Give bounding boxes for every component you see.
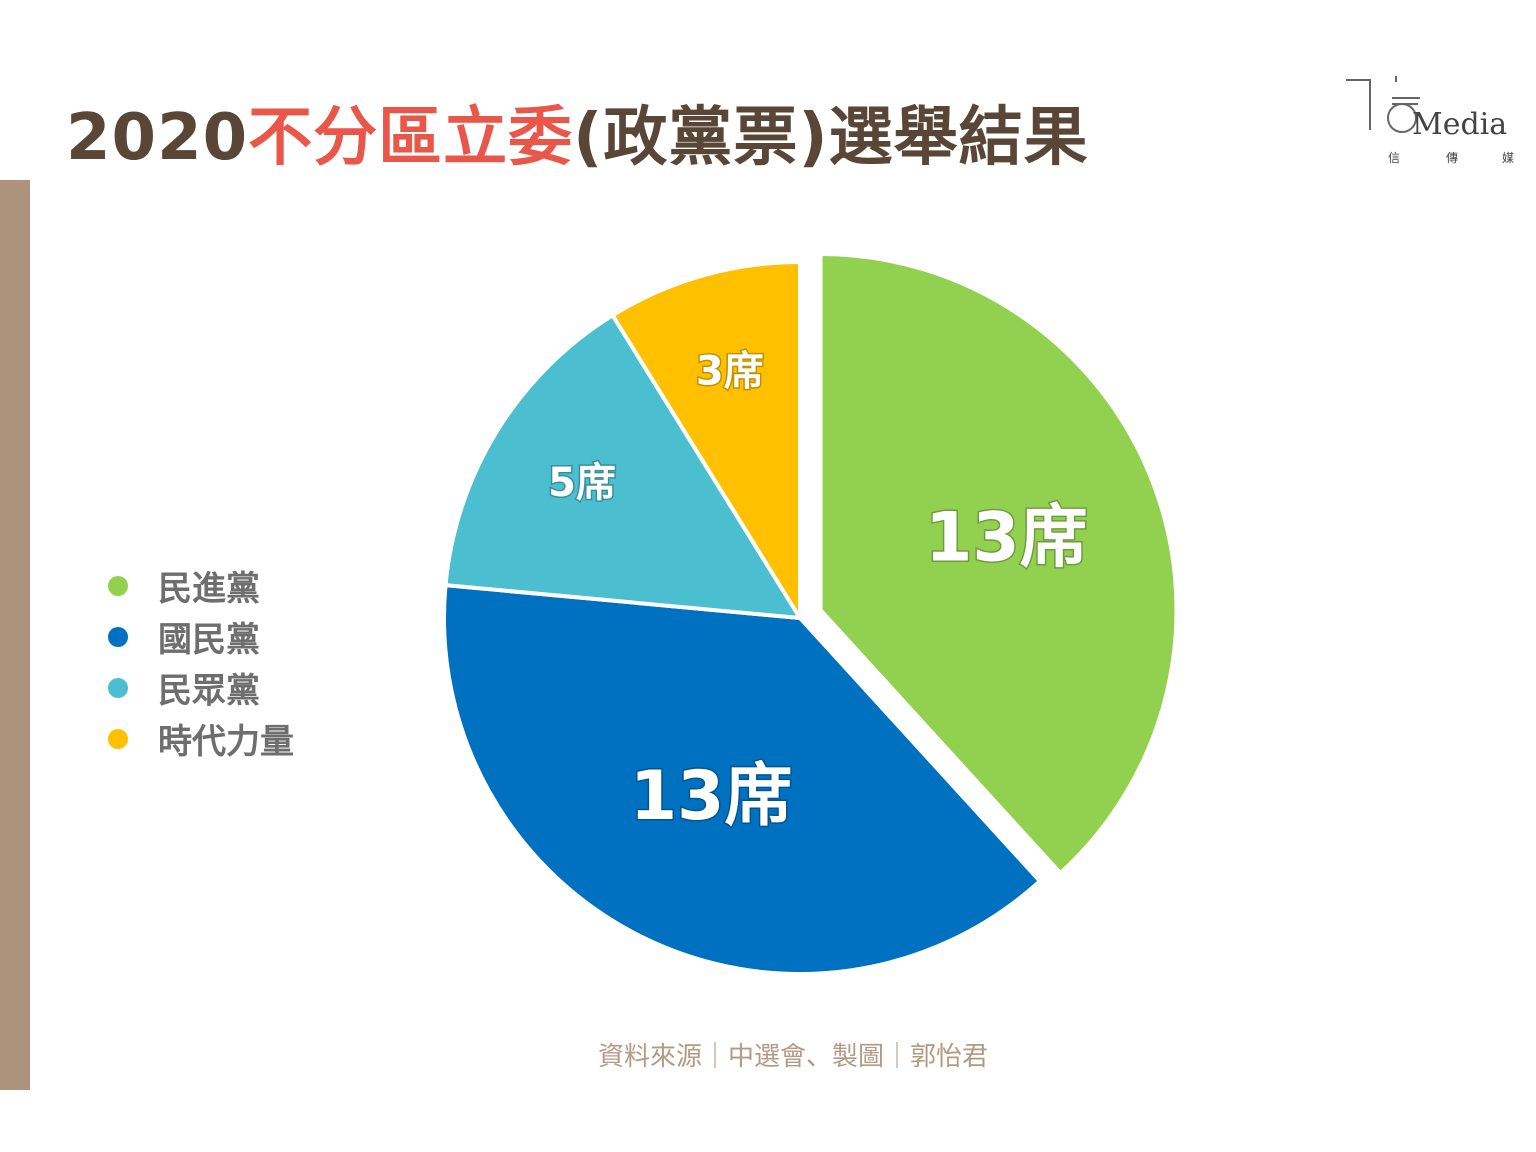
logo-sub-1: 信 [1388,151,1400,165]
legend-dot [108,728,128,749]
chart-title: 2020不分區立委(政黨票)選舉結果 [66,86,1089,178]
legend-item: 民進黨 [108,560,294,611]
logo-sub-2: 傳 [1446,151,1458,165]
legend-label: 時代力量 [158,722,294,762]
slice-data-label: 5席 [548,460,616,506]
legend-label: 國民黨 [158,620,260,660]
pie-slice [610,260,802,620]
title-highlight: 不分區立委 [248,101,574,175]
left-accent-bar [0,180,30,1090]
legend-dot [108,575,128,596]
logo-sub-3: 媒 [1502,151,1514,165]
legend-item: 時代力量 [108,713,294,764]
pie-slice [818,252,1179,876]
slice-data-label: 3席 [696,348,764,394]
source-note: 資料來源｜中選會、製圖｜郭怡君 [598,1042,989,1072]
pie-slice [442,583,1042,977]
media-logo: Media 信 傳 媒 [1346,76,1514,165]
title-rest: (政黨票)選舉結果 [573,101,1089,175]
legend-label: 民眾黨 [158,671,260,711]
logo-text: Media [1412,107,1507,142]
legend-item: 國民黨 [108,611,294,662]
slice-data-label: 13席 [925,499,1088,578]
legend-label: 民進黨 [158,569,260,609]
pie-slice [443,313,802,620]
legend-dot [108,677,128,698]
slice-data-label: 13席 [630,757,793,836]
legend-dot [108,626,128,647]
title-year: 2020 [66,101,249,175]
legend: 民進黨國民黨民眾黨時代力量 [108,560,294,764]
legend-item: 民眾黨 [108,662,294,713]
